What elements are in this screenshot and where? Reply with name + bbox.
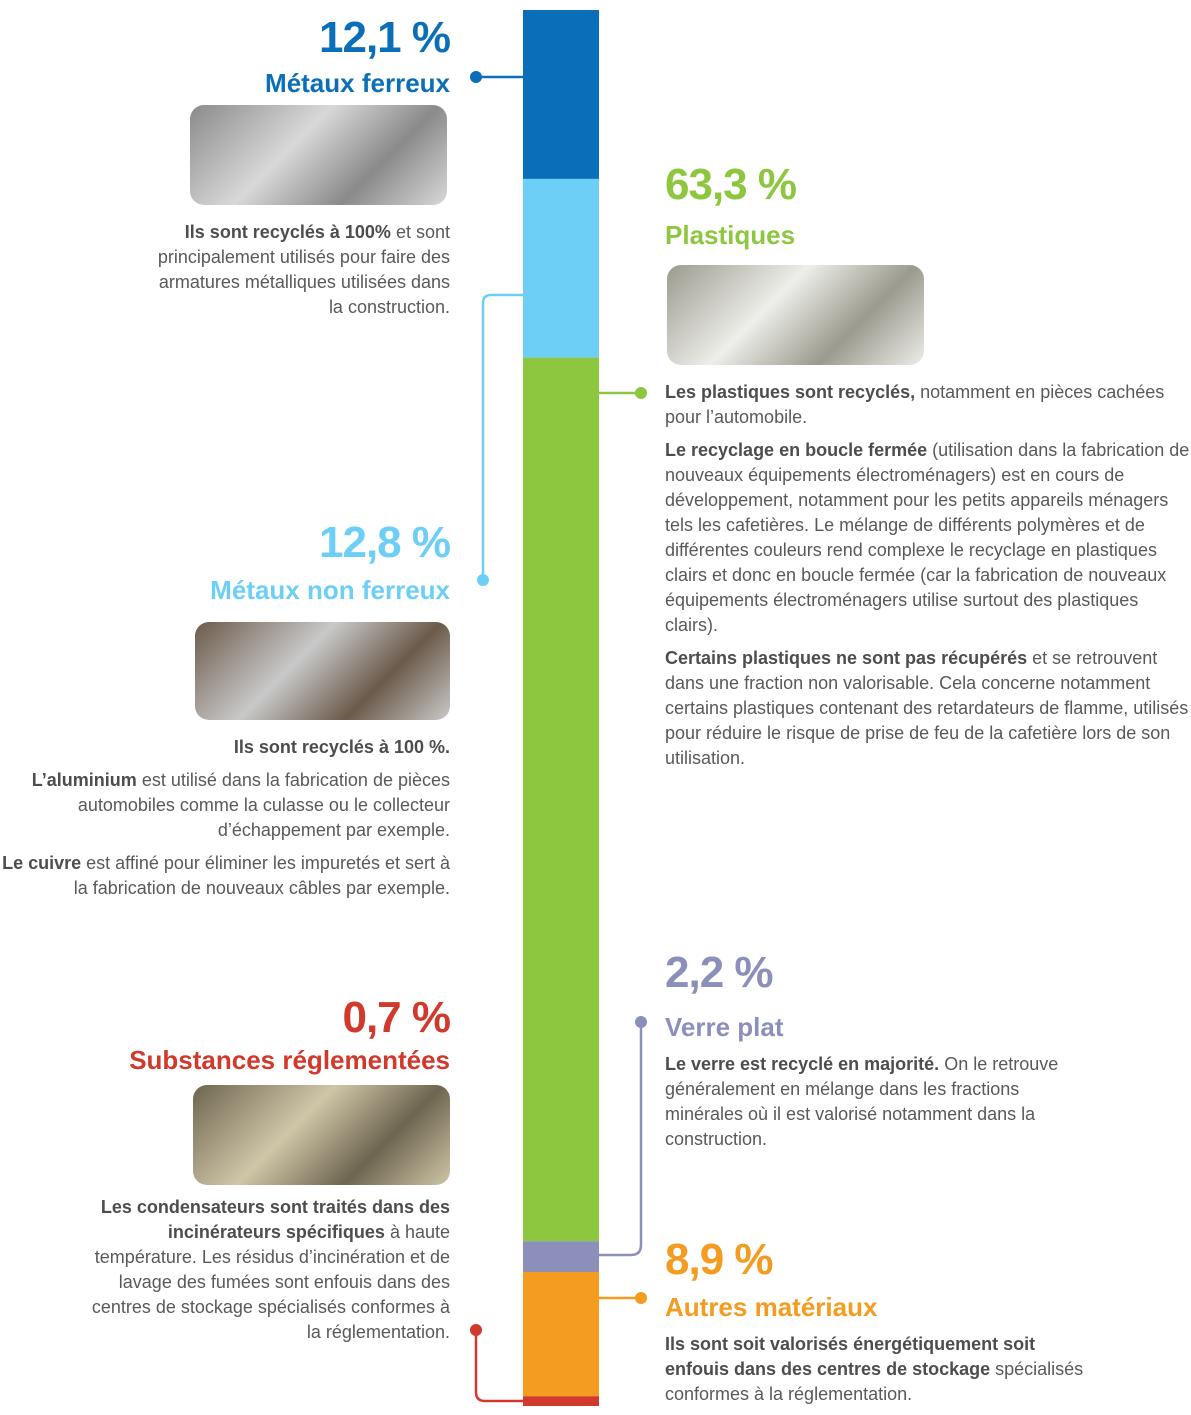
segment-name: Métaux non ferreux (210, 575, 450, 605)
bar-segment (523, 10, 599, 179)
value-label: 0,7 % (342, 993, 451, 1042)
bold-text: Ils sont recyclés à 100 %. (233, 737, 450, 757)
text: et se retrouvent dans une fraction non v… (665, 648, 1189, 768)
photo (667, 265, 924, 365)
bar-segment (523, 1271, 599, 1397)
segment-name: Plastiques (665, 220, 796, 250)
bold-text: Ils sont soit valorisés énergétiquement … (665, 1334, 1036, 1379)
value-label: 12,8 % (319, 518, 451, 567)
text: (utilisation dans la fabrication de nouv… (665, 440, 1190, 635)
description: Ils sont recyclés à 100 %. L’aluminium es… (0, 735, 450, 909)
segment-name: Autres matériaux (665, 1292, 878, 1322)
text: notamment en pièces cachées pour l’autom… (665, 382, 1165, 427)
paragraph: Les condensateurs sont traités dans des … (80, 1195, 450, 1345)
bold-text: Le recyclage en boucle fermée (665, 440, 928, 460)
dot (635, 1016, 647, 1028)
paragraph: Le verre est recyclé en majorité. On le … (665, 1052, 1085, 1152)
bar-segment (523, 1396, 599, 1406)
segment-name: Substances réglementées (129, 1045, 450, 1075)
text: est utilisé dans la fabrication de pièce… (77, 770, 450, 840)
bold-text: Le verre est recyclé en majorité. (665, 1054, 940, 1074)
bold-text: Certains plastiques ne sont pas récupéré… (665, 648, 1028, 668)
connector (481, 293, 523, 580)
bar-segment (523, 1241, 599, 1272)
paragraph: Certains plastiques ne sont pas récupéré… (665, 646, 1190, 771)
description: Ils sont soit valorisés énergétiquement … (665, 1332, 1095, 1415)
dot (635, 1292, 647, 1304)
bold-text: L’aluminium (31, 770, 137, 790)
dot (635, 387, 647, 399)
segment-name: Métaux ferreux (265, 68, 450, 98)
connector (474, 1330, 523, 1403)
segment-name: Verre plat (665, 1012, 784, 1042)
connector (599, 1022, 643, 1257)
text: On le retrouve généralement en mélange d… (665, 1054, 1059, 1149)
value-label: 63,3 % (665, 160, 797, 209)
dot (470, 1324, 482, 1336)
paragraph: Ils sont recyclés à 100 %. (0, 735, 450, 760)
text: spécialisés conformes à la réglementatio… (665, 1359, 1084, 1404)
photo (195, 622, 450, 720)
photo (193, 1085, 450, 1185)
description: Ils sont recyclés à 100% et sont princip… (150, 220, 450, 328)
paragraph: Ils sont soit valorisés énergétiquement … (665, 1332, 1095, 1407)
bold-text: Les condensateurs sont traités dans des … (100, 1197, 450, 1242)
bar-segment (523, 178, 599, 358)
bold-text: Ils sont recyclés à 100% (184, 222, 391, 242)
paragraph: Les plastiques sont recyclés, notamment … (665, 380, 1190, 430)
description: Les plastiques sont recyclés, notamment … (665, 380, 1190, 779)
description: Les condensateurs sont traités dans des … (80, 1195, 450, 1353)
description: Le verre est recyclé en majorité. On le … (665, 1052, 1085, 1160)
paragraph: Le recyclage en boucle fermée (utilisati… (665, 438, 1190, 638)
dot (477, 574, 489, 586)
bar-segment (523, 357, 599, 1242)
value-label: 2,2 % (665, 948, 774, 997)
bold-text: Le cuivre (2, 853, 82, 873)
bold-text: Les plastiques sont recyclés, (665, 382, 916, 402)
text: à haute température. Les résidus d’incin… (91, 1222, 450, 1342)
photo (190, 105, 447, 205)
text: est affiné pour éliminer les impuretés e… (73, 853, 450, 898)
value-label: 8,9 % (665, 1235, 774, 1284)
paragraph: Le cuivre est affiné pour éliminer les i… (0, 851, 450, 901)
text: et sont principalement utilisés pour fai… (157, 222, 450, 317)
paragraph: L’aluminium est utilisé dans la fabricat… (0, 768, 450, 843)
value-label: 12,1 % (319, 13, 451, 62)
dot (470, 71, 482, 83)
paragraph: Ils sont recyclés à 100% et sont princip… (150, 220, 450, 320)
